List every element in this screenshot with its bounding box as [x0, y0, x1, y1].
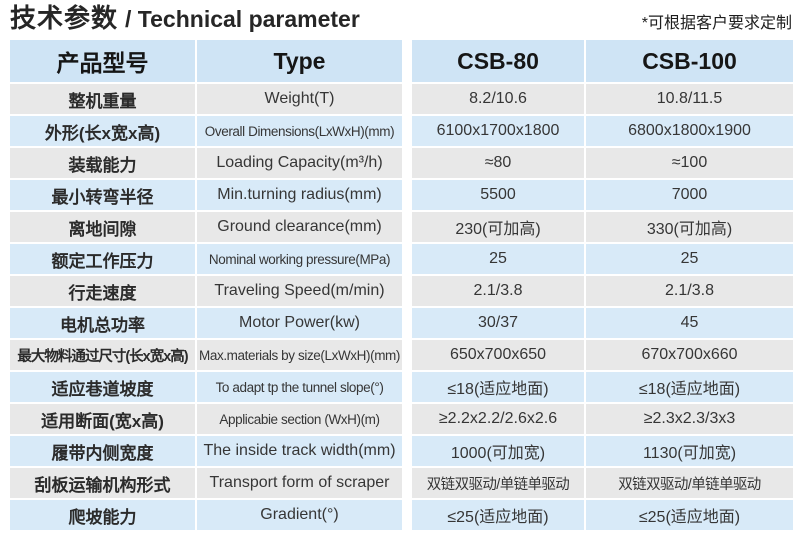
csb100-value: 7000 — [586, 180, 793, 210]
csb80-value: 2.1/3.8 — [412, 276, 584, 306]
table-row: 额定工作压力 Nominal working pressure(MPa) 25 … — [10, 244, 800, 274]
page-header: 技术参数 / Technical parameter *可根据客户要求定制 — [0, 0, 800, 40]
csb100-value: ≈100 — [586, 148, 793, 178]
table-row: 离地间隙 Ground clearance(mm) 230(可加高) 330(可… — [10, 212, 800, 242]
csb100-value: 45 — [586, 308, 793, 338]
csb80-value: ≥2.2x2.2/2.6x2.6 — [412, 404, 584, 434]
param-name-cn: 离地间隙 — [10, 212, 195, 242]
param-name-en: To adapt tp the tunnel slope(°) — [197, 372, 402, 402]
param-name-cn: 额定工作压力 — [10, 244, 195, 274]
csb100-value: 330(可加高) — [586, 212, 793, 242]
page-title-en: / Technical parameter — [125, 6, 360, 32]
csb80-value: ≈80 — [412, 148, 584, 178]
param-name-cn: 装载能力 — [10, 148, 195, 178]
table-row: 行走速度 Traveling Speed(m/min) 2.1/3.8 2.1/… — [10, 276, 800, 306]
csb100-value: 25 — [586, 244, 793, 274]
csb100-value: ≤18(适应地面) — [586, 372, 793, 402]
csb80-value: 30/37 — [412, 308, 584, 338]
csb80-value: ≤25(适应地面) — [412, 500, 584, 530]
table-header-row: 产品型号 Type CSB-80 CSB-100 — [10, 40, 800, 82]
table-row: 电机总功率 Motor Power(kw) 30/37 45 — [10, 308, 800, 338]
param-name-cn: 最大物料通过尺寸(长x宽x高) — [10, 340, 195, 370]
csb100-value: 10.8/11.5 — [586, 84, 793, 114]
table-row: 最小转弯半径 Min.turning radius(mm) 5500 7000 — [10, 180, 800, 210]
csb80-value: 25 — [412, 244, 584, 274]
param-name-cn: 行走速度 — [10, 276, 195, 306]
table-row: 爬坡能力 Gradient(°) ≤25(适应地面) ≤25(适应地面) — [10, 500, 800, 530]
csb80-value: 8.2/10.6 — [412, 84, 584, 114]
param-name-en: The inside track width(mm) — [197, 436, 402, 466]
table-row: 刮板运输机构形式 Transport form of scraper 双链双驱动… — [10, 468, 800, 498]
param-name-cn: 外形(长x宽x高) — [10, 116, 195, 146]
param-name-cn: 爬坡能力 — [10, 500, 195, 530]
customization-note: *可根据客户要求定制 — [641, 15, 792, 32]
table-row: 适应巷道坡度 To adapt tp the tunnel slope(°) ≤… — [10, 372, 800, 402]
param-name-en: Max.materials by size(LxWxH)(mm) — [197, 340, 402, 370]
param-name-cn: 整机重量 — [10, 84, 195, 114]
param-name-en: Loading Capacity(m³/h) — [197, 148, 402, 178]
csb80-value: 230(可加高) — [412, 212, 584, 242]
table-row: 整机重量 Weight(T) 8.2/10.6 10.8/11.5 — [10, 84, 800, 114]
param-name-en: Overall Dimensions(LxWxH)(mm) — [197, 116, 402, 146]
header-csb100: CSB-100 — [586, 40, 793, 82]
param-name-en: Transport form of scraper — [197, 468, 402, 498]
csb100-value: ≤25(适应地面) — [586, 500, 793, 530]
param-name-en: Nominal working pressure(MPa) — [197, 244, 402, 274]
csb80-value: 1000(可加宽) — [412, 436, 584, 466]
param-name-en: Min.turning radius(mm) — [197, 180, 402, 210]
table-row: 适用断面(宽x高) Applicabie section (WxH)(m) ≥2… — [10, 404, 800, 434]
csb80-value: 双链双驱动/单链单驱动 — [412, 468, 584, 498]
csb100-value: ≥2.3x2.3/3x3 — [586, 404, 793, 434]
param-name-cn: 适应巷道坡度 — [10, 372, 195, 402]
param-name-en: Gradient(°) — [197, 500, 402, 530]
table-row: 外形(长x宽x高) Overall Dimensions(LxWxH)(mm) … — [10, 116, 800, 146]
csb100-value: 双链双驱动/单链单驱动 — [586, 468, 793, 498]
param-name-cn: 电机总功率 — [10, 308, 195, 338]
table-row: 装载能力 Loading Capacity(m³/h) ≈80 ≈100 — [10, 148, 800, 178]
header-product-model: 产品型号 — [10, 40, 195, 82]
param-name-en: Weight(T) — [197, 84, 402, 114]
param-name-en: Traveling Speed(m/min) — [197, 276, 402, 306]
table-row: 履带内侧宽度 The inside track width(mm) 1000(可… — [10, 436, 800, 466]
csb80-value: 5500 — [412, 180, 584, 210]
csb80-value: 6100x1700x1800 — [412, 116, 584, 146]
csb100-value: 1130(可加宽) — [586, 436, 793, 466]
page-title-cn: 技术参数 — [10, 3, 119, 33]
technical-parameter-table: 产品型号 Type CSB-80 CSB-100 整机重量 Weight(T) … — [0, 40, 800, 530]
header-csb80: CSB-80 — [412, 40, 584, 82]
param-name-cn: 履带内侧宽度 — [10, 436, 195, 466]
csb80-value: ≤18(适应地面) — [412, 372, 584, 402]
csb100-value: 670x700x660 — [586, 340, 793, 370]
param-name-en: Ground clearance(mm) — [197, 212, 402, 242]
header-type: Type — [197, 40, 402, 82]
page-title: 技术参数 / Technical parameter — [10, 0, 360, 35]
csb100-value: 2.1/3.8 — [586, 276, 793, 306]
csb80-value: 650x700x650 — [412, 340, 584, 370]
table-row: 最大物料通过尺寸(长x宽x高) Max.materials by size(Lx… — [10, 340, 800, 370]
param-name-cn: 刮板运输机构形式 — [10, 468, 195, 498]
param-name-cn: 最小转弯半径 — [10, 180, 195, 210]
csb100-value: 6800x1800x1900 — [586, 116, 793, 146]
param-name-en: Motor Power(kw) — [197, 308, 402, 338]
param-name-en: Applicabie section (WxH)(m) — [197, 404, 402, 434]
param-name-cn: 适用断面(宽x高) — [10, 404, 195, 434]
